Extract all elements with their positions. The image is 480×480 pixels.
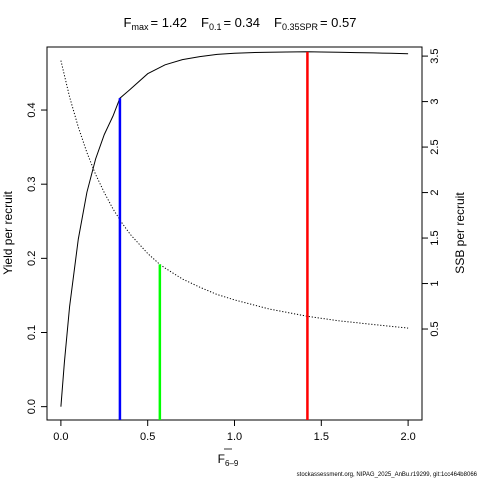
y-right-tick-label: 1.5 xyxy=(429,230,441,245)
title-f01-value: = 0.34 xyxy=(223,15,260,30)
x-axis-title-main: F xyxy=(218,452,225,466)
title-fspr-label: F xyxy=(274,15,282,30)
y-left-tick-label: 0.2 xyxy=(26,251,38,266)
ssb-per-recruit-curve xyxy=(60,60,409,329)
title-f01-sub: 0.1 xyxy=(209,22,222,32)
title-fspr-sub: 0.35SPR xyxy=(282,22,319,32)
title-fmax-value: = 1.42 xyxy=(150,15,187,30)
y-right-tick-label: 3.5 xyxy=(429,48,441,63)
y-left-tick-label: 0.0 xyxy=(26,399,38,414)
title-fmax-label: F xyxy=(124,15,132,30)
y-axis-left-title: Yield per recruit xyxy=(1,191,15,275)
x-tick-label: 1.5 xyxy=(314,431,329,443)
x-tick-label: 1.0 xyxy=(227,431,242,443)
y-right-tick-label: 0.5 xyxy=(429,321,441,336)
x-axis-title-sub: 6–9 xyxy=(225,459,239,468)
chart-title: Fmax = 1.42 F0.1 = 0.34 F0.35SPR = 0.57 xyxy=(124,15,357,32)
plot-frame xyxy=(46,46,423,421)
y-axis-right: 0.5 1 1.5 2 2.5 3 3.5 xyxy=(422,48,441,337)
y-right-tick-label: 3 xyxy=(429,99,441,105)
x-tick-label: 0.5 xyxy=(140,431,155,443)
x-axis: 0.0 0.5 1.0 1.5 2.0 xyxy=(53,420,416,443)
y-right-tick-label: 2 xyxy=(429,189,441,195)
title-fmax-sub: max xyxy=(131,22,149,32)
y-right-tick-label: 1 xyxy=(429,280,441,286)
series-layer xyxy=(60,51,409,407)
y-left-tick-label: 0.4 xyxy=(26,102,38,117)
title-fspr-value: = 0.57 xyxy=(320,15,357,30)
y-left-tick-label: 0.3 xyxy=(26,177,38,192)
y-right-tick-label: 2.5 xyxy=(429,139,441,154)
yield-per-recruit-curve xyxy=(60,51,409,407)
y-axis-right-title: SSB per recruit xyxy=(453,192,467,274)
footnote: stockassessment.org, NIPAG_2025_AnBu.r19… xyxy=(297,472,478,478)
reference-lines-layer xyxy=(118,51,309,420)
title-f01-label: F xyxy=(201,15,209,30)
y-left-tick-label: 0.1 xyxy=(26,325,38,340)
y-axis-left: 0.0 0.1 0.2 0.3 0.4 xyxy=(26,102,47,414)
x-axis-title: F6–9 xyxy=(218,452,239,468)
x-tick-label: 2.0 xyxy=(400,431,415,443)
x-tick-label: 0.0 xyxy=(53,431,68,443)
